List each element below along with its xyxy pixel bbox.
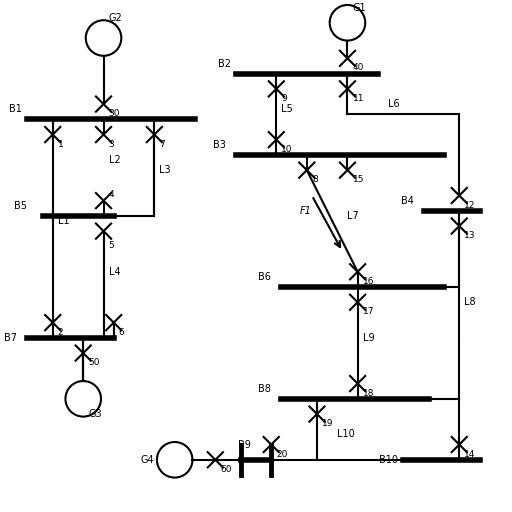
Text: 11: 11 — [353, 94, 364, 103]
Text: L10: L10 — [337, 430, 355, 439]
Text: L3: L3 — [159, 165, 171, 175]
Text: 3: 3 — [109, 140, 114, 148]
Text: B10: B10 — [379, 455, 398, 465]
Text: 16: 16 — [362, 277, 374, 286]
Text: 10: 10 — [282, 145, 293, 154]
Text: G2: G2 — [109, 13, 122, 23]
Text: B4: B4 — [401, 196, 414, 206]
Text: B6: B6 — [259, 272, 271, 282]
Text: L5: L5 — [282, 104, 293, 114]
Text: L7: L7 — [348, 211, 359, 221]
Text: 50: 50 — [88, 358, 100, 367]
Text: 18: 18 — [362, 389, 374, 398]
Text: 2: 2 — [58, 328, 63, 337]
Text: L8: L8 — [464, 297, 476, 307]
Text: 40: 40 — [353, 63, 364, 72]
Text: 14: 14 — [464, 450, 476, 459]
Text: 12: 12 — [464, 201, 476, 209]
Text: 17: 17 — [362, 307, 374, 316]
Text: L2: L2 — [109, 155, 120, 165]
Text: B5: B5 — [14, 201, 27, 211]
Text: 9: 9 — [282, 94, 287, 103]
Text: B2: B2 — [218, 58, 230, 69]
Text: 19: 19 — [322, 419, 333, 428]
Text: B3: B3 — [212, 140, 225, 150]
Text: 4: 4 — [109, 190, 114, 200]
Text: 1: 1 — [58, 140, 63, 148]
Text: 13: 13 — [464, 231, 476, 240]
Text: B9: B9 — [238, 440, 251, 450]
Text: G3: G3 — [88, 409, 102, 419]
Text: 5: 5 — [109, 241, 114, 250]
Text: F1: F1 — [300, 206, 312, 216]
Text: L1: L1 — [58, 216, 70, 226]
Text: 8: 8 — [312, 175, 317, 184]
Text: G4: G4 — [141, 455, 154, 465]
Text: 20: 20 — [276, 450, 288, 459]
Text: L6: L6 — [388, 99, 400, 109]
Text: L9: L9 — [362, 333, 374, 343]
Text: 60: 60 — [221, 465, 232, 474]
Text: 15: 15 — [353, 175, 364, 184]
Text: 30: 30 — [109, 109, 120, 118]
Text: L4: L4 — [109, 267, 120, 277]
Text: G1: G1 — [353, 3, 366, 12]
Text: B7: B7 — [4, 333, 17, 343]
Text: 6: 6 — [119, 328, 124, 337]
Text: B1: B1 — [9, 104, 22, 114]
Text: 7: 7 — [159, 140, 165, 148]
Text: B8: B8 — [259, 383, 271, 394]
